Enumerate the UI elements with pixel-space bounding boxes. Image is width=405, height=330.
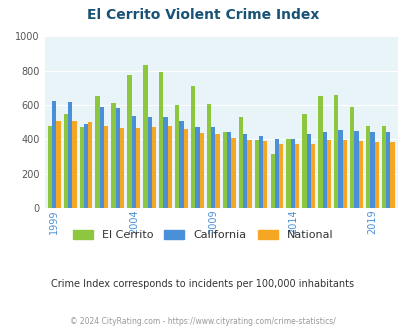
Bar bbox=[306, 134, 310, 208]
Bar bbox=[385, 132, 390, 208]
Bar bbox=[199, 133, 203, 208]
Bar bbox=[48, 125, 52, 208]
Bar bbox=[338, 130, 342, 208]
Bar bbox=[247, 140, 251, 208]
Bar bbox=[302, 115, 306, 208]
Bar bbox=[238, 117, 242, 208]
Text: El Cerrito Violent Crime Index: El Cerrito Violent Crime Index bbox=[87, 8, 318, 22]
Bar bbox=[190, 86, 195, 208]
Bar bbox=[147, 117, 151, 208]
Bar bbox=[72, 121, 77, 208]
Bar bbox=[127, 75, 131, 208]
Bar bbox=[104, 126, 108, 208]
Bar bbox=[120, 128, 124, 208]
Bar bbox=[365, 125, 369, 208]
Text: © 2024 CityRating.com - https://www.cityrating.com/crime-statistics/: © 2024 CityRating.com - https://www.city… bbox=[70, 317, 335, 326]
Bar bbox=[369, 132, 374, 208]
Bar bbox=[195, 127, 199, 208]
Bar bbox=[207, 104, 211, 208]
Bar bbox=[258, 136, 262, 208]
Bar bbox=[286, 139, 290, 208]
Bar bbox=[226, 132, 231, 208]
Bar bbox=[342, 140, 346, 208]
Bar bbox=[390, 142, 394, 208]
Bar bbox=[211, 127, 215, 208]
Bar bbox=[143, 65, 147, 208]
Bar bbox=[242, 134, 247, 208]
Bar bbox=[179, 121, 183, 208]
Bar bbox=[100, 107, 104, 208]
Bar bbox=[167, 126, 172, 208]
Bar bbox=[278, 145, 283, 208]
Bar bbox=[68, 102, 72, 208]
Bar bbox=[290, 139, 294, 208]
Bar bbox=[326, 140, 330, 208]
Bar bbox=[56, 121, 60, 208]
Bar bbox=[131, 116, 136, 208]
Bar bbox=[88, 122, 92, 208]
Legend: El Cerrito, California, National: El Cerrito, California, National bbox=[73, 230, 332, 240]
Bar bbox=[95, 96, 100, 208]
Bar bbox=[79, 127, 84, 208]
Bar bbox=[231, 138, 235, 208]
Bar bbox=[254, 140, 258, 208]
Bar bbox=[318, 96, 322, 208]
Bar bbox=[215, 134, 219, 208]
Bar bbox=[310, 144, 314, 208]
Bar bbox=[84, 124, 88, 208]
Bar bbox=[274, 139, 278, 208]
Bar bbox=[374, 142, 378, 208]
Bar bbox=[52, 101, 56, 208]
Bar bbox=[183, 129, 188, 208]
Bar bbox=[354, 131, 358, 208]
Bar bbox=[358, 141, 362, 208]
Bar bbox=[333, 95, 338, 208]
Bar bbox=[115, 108, 120, 208]
Bar bbox=[159, 72, 163, 208]
Bar bbox=[294, 144, 298, 208]
Bar bbox=[322, 132, 326, 208]
Bar bbox=[163, 117, 167, 208]
Bar bbox=[64, 114, 68, 208]
Bar bbox=[136, 128, 140, 208]
Bar bbox=[151, 127, 156, 208]
Bar bbox=[175, 105, 179, 208]
Bar bbox=[349, 107, 354, 208]
Bar bbox=[111, 103, 115, 208]
Bar bbox=[381, 125, 385, 208]
Text: Crime Index corresponds to incidents per 100,000 inhabitants: Crime Index corresponds to incidents per… bbox=[51, 279, 354, 289]
Bar bbox=[270, 154, 274, 208]
Bar bbox=[262, 141, 267, 208]
Bar bbox=[222, 132, 226, 208]
